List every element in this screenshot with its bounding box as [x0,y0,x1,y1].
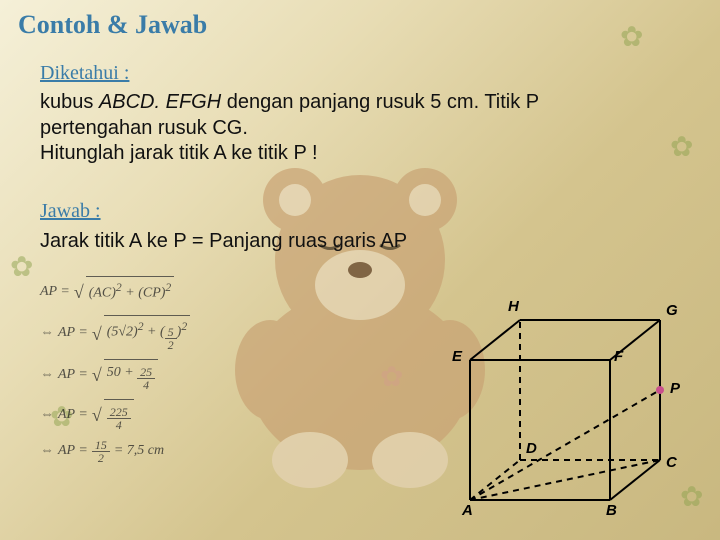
problem-l2: pertengahan rusuk CG. [40,117,248,139]
cube-label-c: C [666,454,677,471]
flower-decor: ✿ [10,250,33,283]
cube-label-d: D [526,440,537,457]
diketahui-heading: Diketahui : [40,62,129,85]
flower-decor: ✿ [620,20,643,53]
cube-label-f: F [614,348,623,365]
problem-text: kubus ABCD. EFGH dengan panjang rusuk 5 … [40,90,670,167]
cube-diagram: A B C D E F G H P [430,280,690,520]
answer-first-line: Jarak titik A ke P = Panjang ruas garis … [40,230,407,253]
eq-3: ⇔AP = 50 + 254 [40,358,190,392]
cube-label-e: E [452,348,462,365]
cube-label-p: P [670,380,680,397]
problem-l1b: ABCD. EFGH [99,91,221,113]
flower-decor: ✿ [670,130,693,163]
cube-label-g: G [666,302,678,319]
eq-1: AP = (AC)2 + (CP)2 [40,275,190,309]
problem-l1c: dengan panjang rusuk 5 cm. Titik P [221,91,539,113]
cube-label-b: B [606,502,617,519]
problem-l3: Hitunglah jarak titik A ke titik P ! [40,142,318,164]
problem-l1a: kubus [40,91,99,113]
jawab-heading: Jawab : [40,200,101,223]
eq-4: ⇔AP = 2254 [40,398,190,432]
equations-block: AP = (AC)2 + (CP)2 ⇔AP = (5√2)2 + (52)2 … [40,275,190,471]
cube-label-h: H [508,298,519,315]
cube-label-a: A [462,502,473,519]
eq-5: ⇔AP = 152 = 7,5 cm [40,438,190,465]
point-p-dot [656,386,664,394]
page-title: Contoh & Jawab [18,10,207,40]
eq-2: ⇔AP = (5√2)2 + (52)2 [40,315,190,352]
